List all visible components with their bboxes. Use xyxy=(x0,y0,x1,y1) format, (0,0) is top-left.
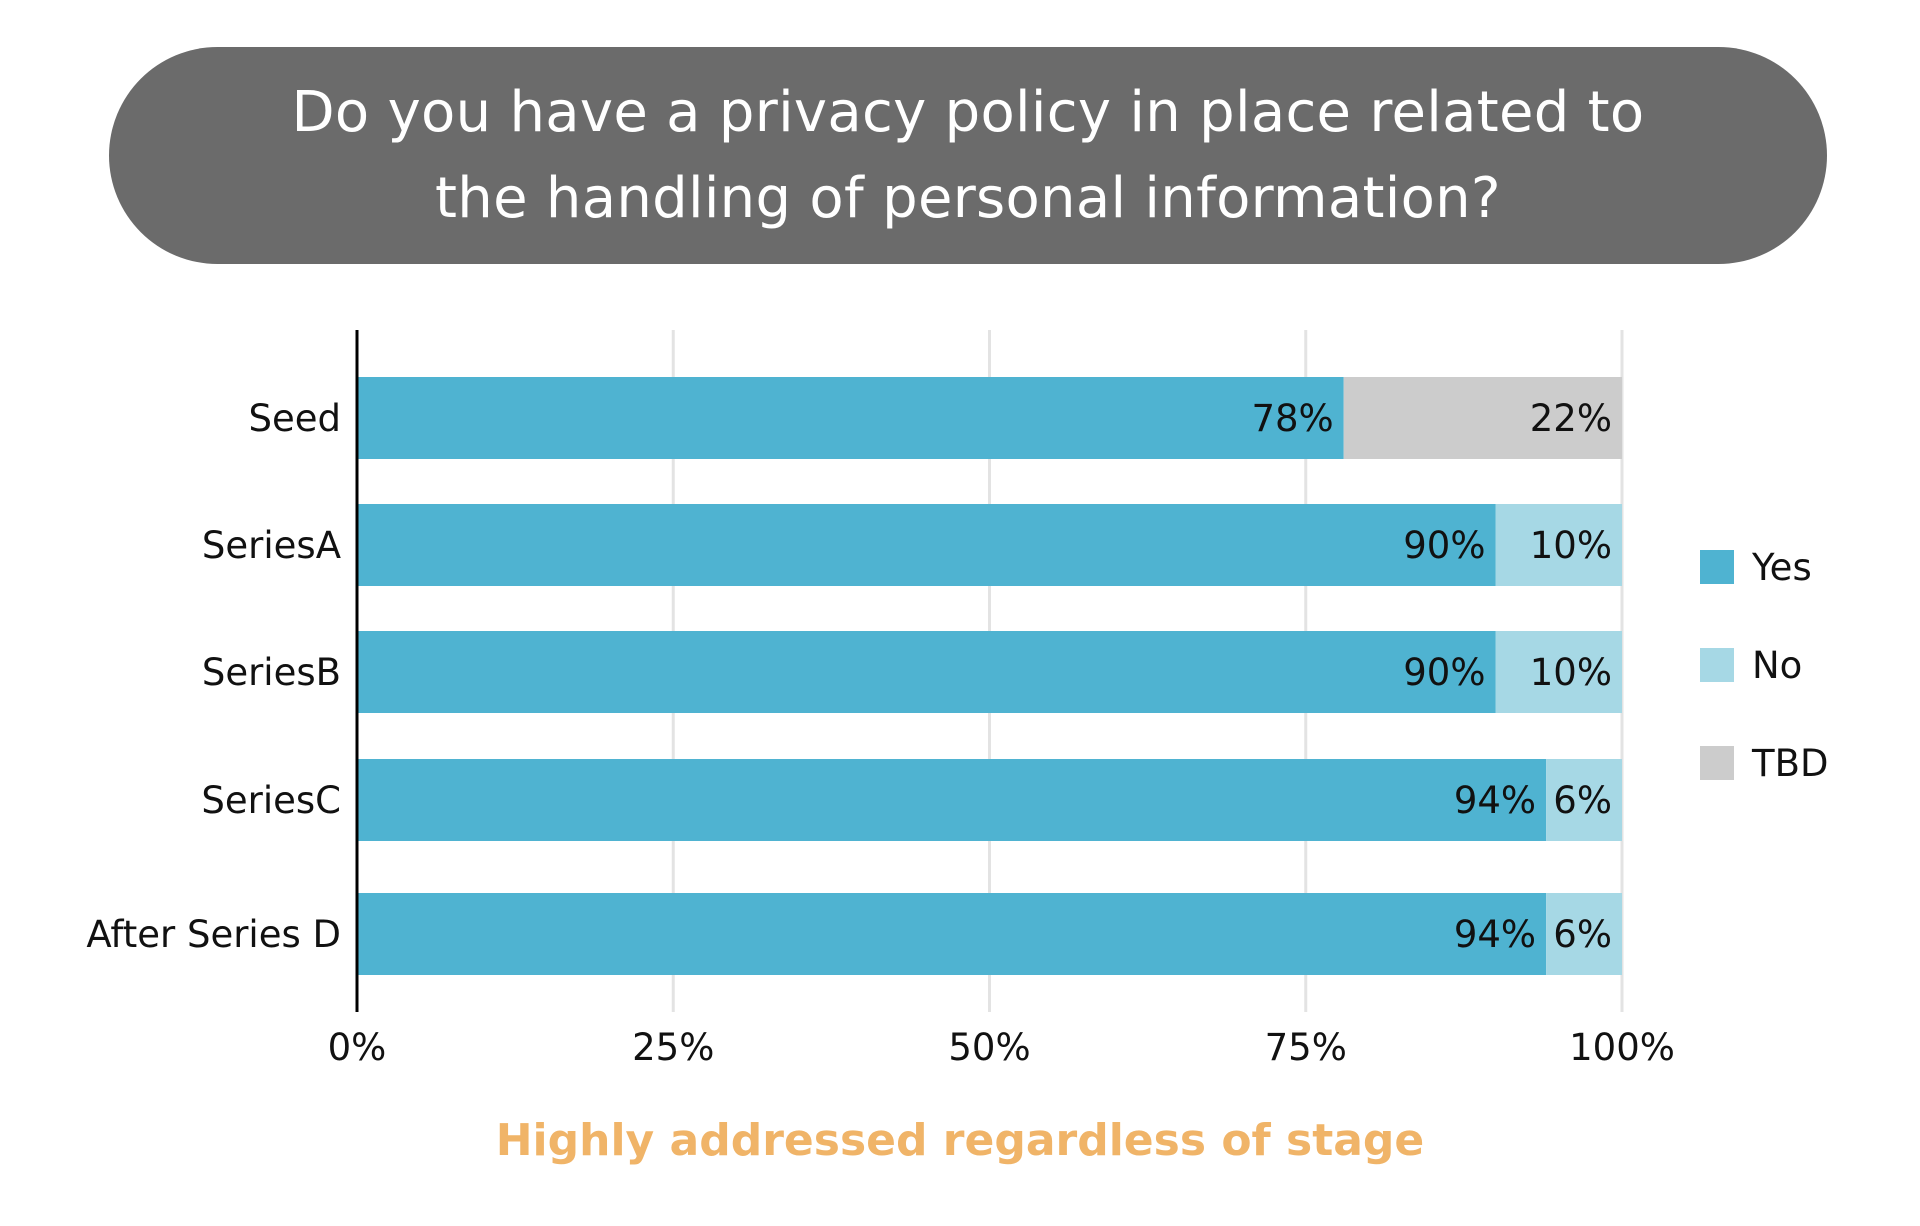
bar-value-label: 6% xyxy=(1553,779,1612,822)
bar-value-label: 10% xyxy=(1530,524,1612,567)
legend-label: Yes xyxy=(1751,546,1812,589)
bar-value-label: 78% xyxy=(1251,397,1333,440)
bar-value-label: 6% xyxy=(1553,913,1612,956)
category-label: After Series D xyxy=(86,913,341,956)
category-label: SeriesB xyxy=(202,651,341,694)
bar-value-label: 90% xyxy=(1403,524,1485,567)
chart-subtitle: Highly addressed regardless of stage xyxy=(495,1115,1425,1166)
tick-labels: 0% 25% 50% 75% 100% xyxy=(328,1026,1675,1069)
bar-segment-yes xyxy=(357,631,1496,713)
bar-value-label: 94% xyxy=(1454,913,1536,956)
x-tick-label: 100% xyxy=(1569,1026,1675,1069)
bar-value-label: 94% xyxy=(1454,779,1536,822)
x-tick-label: 25% xyxy=(632,1026,714,1069)
x-tick-label: 50% xyxy=(948,1026,1030,1069)
bars xyxy=(357,377,1622,975)
title-banner: Do you have a privacy policy in place re… xyxy=(109,47,1827,264)
bar-segment-tbd xyxy=(1343,377,1622,459)
bar-segment-no xyxy=(1495,504,1622,586)
category-label: Seed xyxy=(249,397,342,440)
chart-title: Do you have a privacy policy in place re… xyxy=(291,79,1645,231)
bar-segment-no xyxy=(1546,759,1622,841)
legend: Yes No TBD xyxy=(1700,546,1828,785)
bar-value-label: 10% xyxy=(1530,651,1612,694)
bar-segment-no xyxy=(1495,631,1622,713)
legend-label: No xyxy=(1752,644,1802,687)
legend-swatch-tbd xyxy=(1700,746,1734,780)
x-tick-label: 0% xyxy=(328,1026,387,1069)
legend-label: TBD xyxy=(1751,742,1828,785)
bar-value-label: 90% xyxy=(1403,651,1485,694)
category-labels: Seed SeriesA SeriesB SeriesC After Series D xyxy=(86,397,341,956)
bar-value-label: 22% xyxy=(1530,397,1612,440)
category-label: SeriesC xyxy=(201,779,341,822)
bar-labels: 78% 22% 90% 10% 90% 10% 94% 6% 94% 6% xyxy=(1251,397,1612,956)
legend-swatch-yes xyxy=(1700,550,1734,584)
legend-swatch-no xyxy=(1700,648,1734,682)
bar-segment-no xyxy=(1546,893,1622,975)
bar-segment-yes xyxy=(357,759,1547,841)
category-label: SeriesA xyxy=(202,524,341,567)
x-tick-label: 75% xyxy=(1265,1026,1347,1069)
bar-segment-yes xyxy=(357,377,1344,459)
bar-segment-yes xyxy=(357,504,1496,586)
bar-segment-yes xyxy=(357,893,1547,975)
